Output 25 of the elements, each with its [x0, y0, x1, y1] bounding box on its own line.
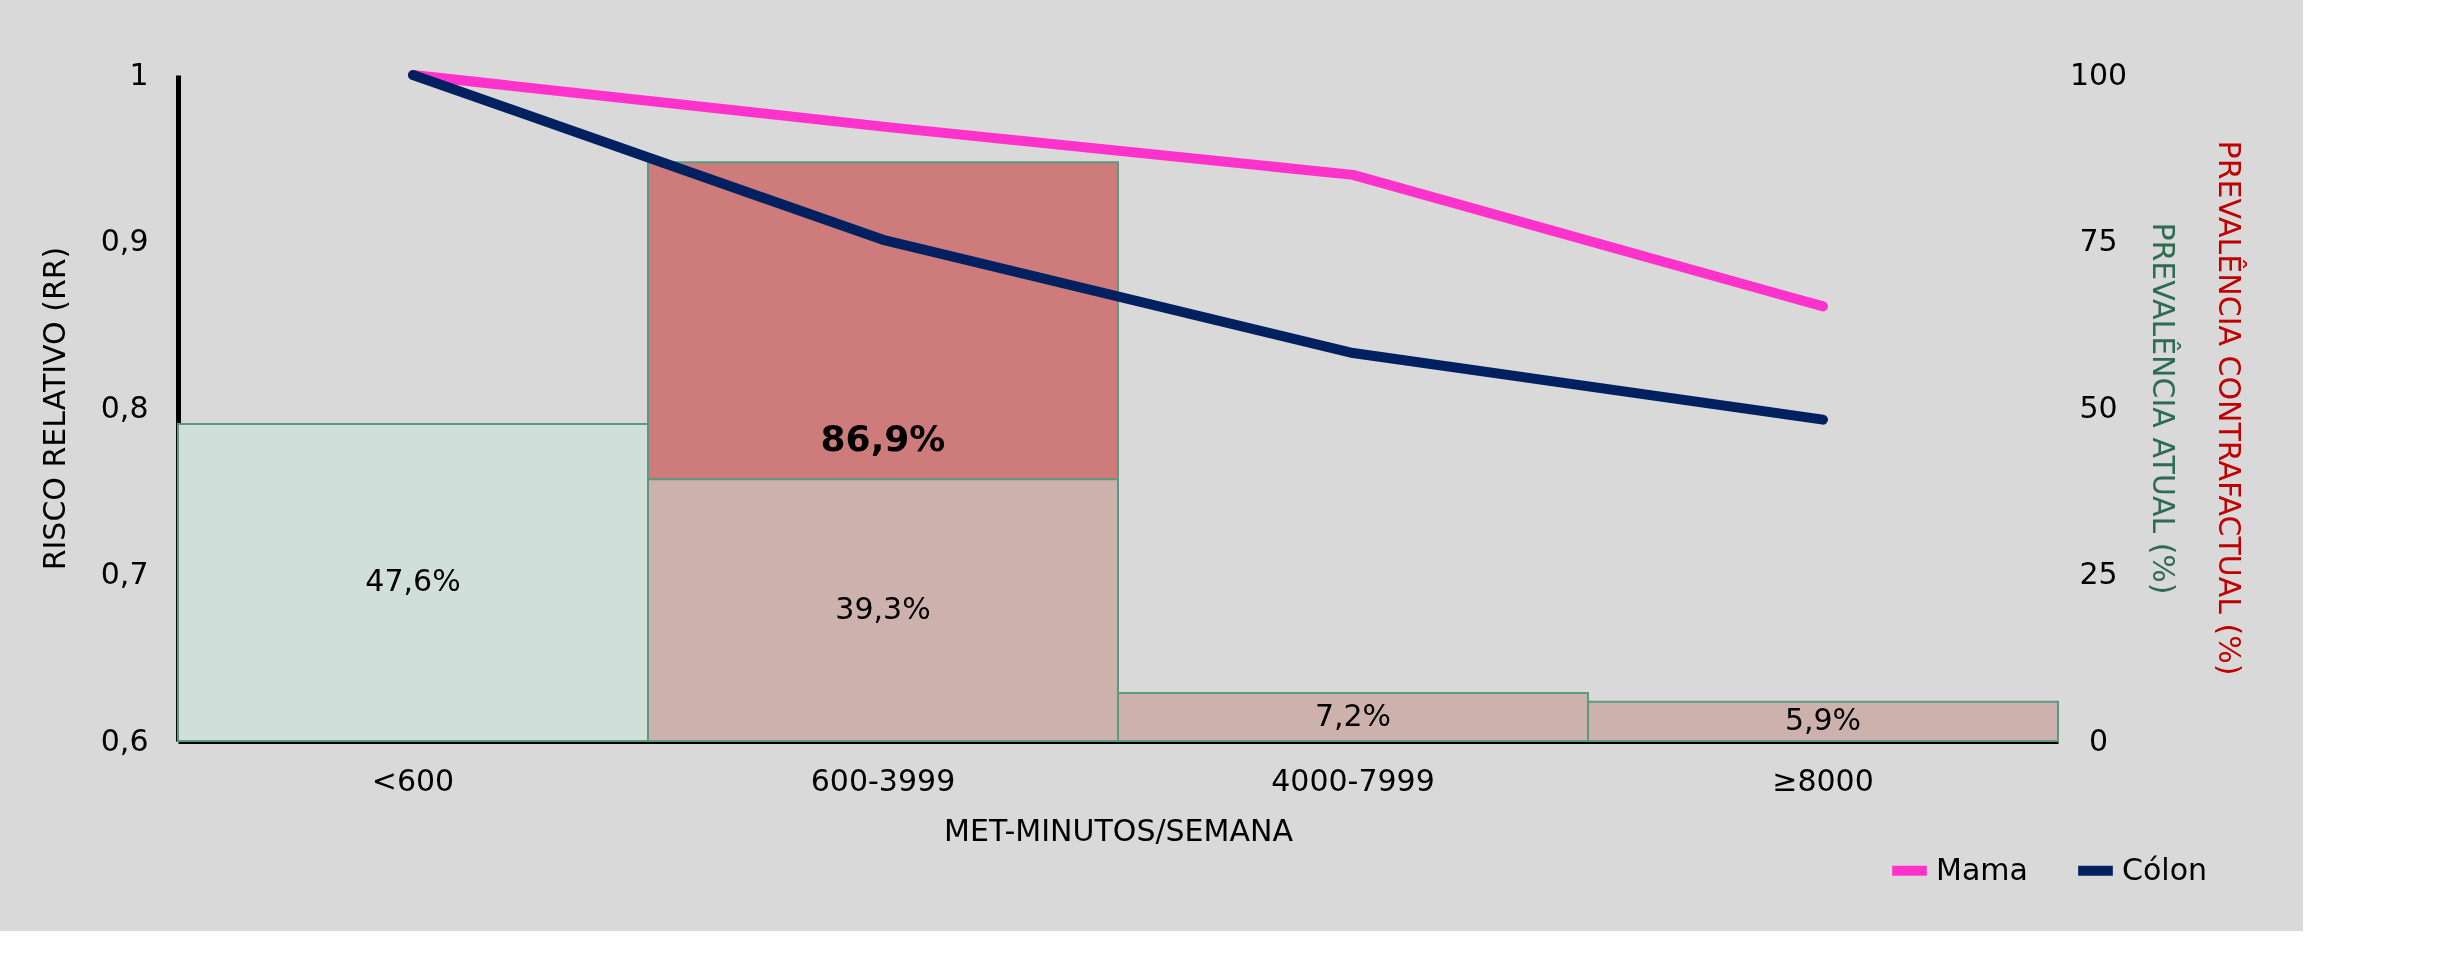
y2-tick-label: 25: [2079, 556, 2118, 591]
x-tick-label: 4000-7999: [1271, 762, 1435, 798]
y-axis-title: RISCO RELATIVO (RR): [36, 246, 72, 571]
y2-tick-label: 75: [2079, 223, 2118, 258]
y-tick-label: 1: [129, 56, 149, 92]
data-label: 5,9%: [1784, 702, 1862, 738]
data-label: 39,3%: [835, 591, 931, 627]
x-tick-label: 600-3999: [810, 762, 956, 798]
y-tick-label: 0,7: [100, 556, 149, 591]
x-tick-label: <600: [371, 762, 455, 798]
text: PREVALÊNCIA CONTRAFACTUAL (%): [2212, 140, 2247, 676]
y-tick-label: 0,6: [100, 722, 149, 758]
y-tick-label: 0,9: [100, 223, 149, 258]
legend-label: Cólon: [2122, 851, 2208, 887]
x-tick-label: ≥8000: [1772, 762, 1874, 798]
y2-tick-label: 100: [2069, 56, 2128, 92]
data-label: 7,2%: [1314, 698, 1392, 734]
y-tick-label: 0,8: [100, 389, 149, 425]
y2-tick-label: 0: [2088, 722, 2109, 758]
x-axis-title: MET-MINUTOS/SEMANA: [944, 812, 1294, 848]
data-label: 47,6%: [365, 563, 461, 599]
y2-tick-label: 50: [2079, 389, 2118, 425]
legend-label: Mama: [1936, 851, 2028, 887]
data-label: 86,9%: [820, 418, 946, 460]
text: PREVALÊNCIA ATUAL (%): [2146, 222, 2182, 595]
